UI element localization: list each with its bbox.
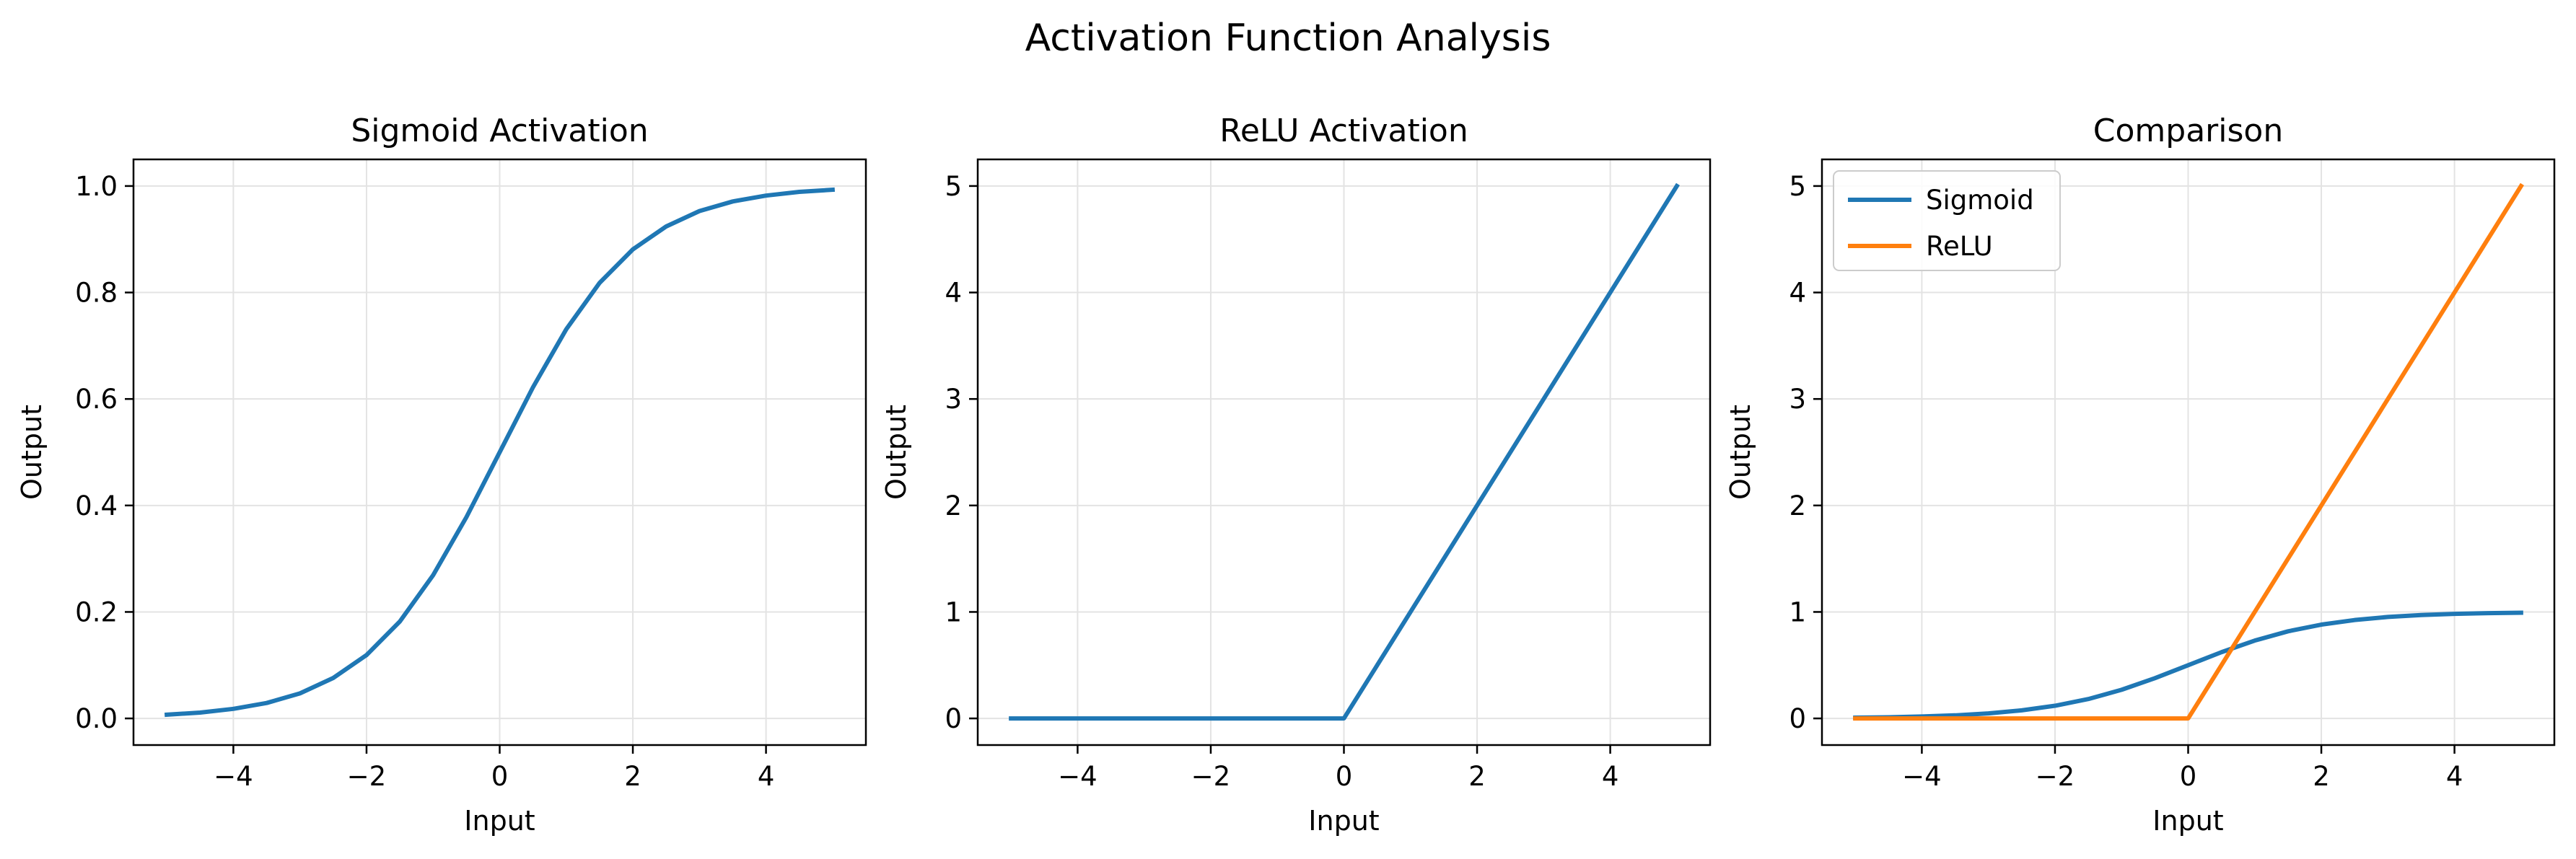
- series-line-relu: [1853, 182, 2524, 721]
- y-tick-label: 1: [1789, 596, 1806, 627]
- y-tick-label: 0: [1789, 703, 1806, 734]
- x-tick-label: 2: [2313, 761, 2330, 792]
- panel-title: Comparison: [2093, 113, 2283, 149]
- x-tick-label: −2: [1191, 761, 1231, 792]
- panel-title: Sigmoid Activation: [351, 113, 648, 149]
- x-tick-label: 0: [2180, 761, 2197, 792]
- y-tick-label: 1.0: [75, 171, 118, 202]
- legend: Sigmoid ReLU: [1833, 170, 2061, 271]
- x-tick-label: 0: [1336, 761, 1353, 792]
- y-tick-label: 4: [945, 278, 962, 309]
- y-tick-label: 0.4: [75, 490, 118, 521]
- x-tick-label: 2: [624, 761, 641, 792]
- y-tick-label: 0.0: [75, 703, 118, 734]
- y-tick-label: 0.8: [75, 278, 118, 309]
- y-tick-label: 5: [945, 171, 962, 202]
- x-tick-label: 4: [758, 761, 775, 792]
- x-tick-label: −2: [347, 761, 387, 792]
- chart-panel-2: −4 −2 0 2 4 0 1 2 3 4 5 ReLU Activation Input Output: [880, 113, 1712, 837]
- y-tick-label: 4: [1789, 278, 1806, 309]
- x-tick-label: −4: [1058, 761, 1098, 792]
- series-line-1: [1009, 182, 1680, 721]
- y-tick-label: 1: [945, 596, 962, 627]
- y-axis-label: Output: [16, 405, 48, 500]
- panel-title: ReLU Activation: [1219, 113, 1468, 149]
- series-line-sigmoid: [1853, 610, 2523, 721]
- legend-label-relu: ReLU: [1926, 231, 1993, 262]
- x-tick-label: 0: [491, 761, 509, 792]
- legend-label-sigmoid: Sigmoid: [1926, 185, 2034, 216]
- x-tick-label: 2: [1468, 761, 1486, 792]
- x-axis-label: Input: [1308, 805, 1379, 837]
- y-axis-label: Output: [880, 405, 912, 500]
- y-tick-label: 2: [1789, 490, 1806, 521]
- y-tick-label: 0.2: [75, 596, 118, 627]
- x-axis-label: Input: [2152, 805, 2223, 837]
- chart-panel-1: −4 −2 0 2 4 0.0 0.2 0.4 0.6 0.8 1.0 Sigmoid Activat…: [16, 113, 867, 837]
- y-tick-label: 3: [1789, 384, 1806, 415]
- x-tick-label: −2: [2036, 761, 2075, 792]
- x-axis-label: Input: [464, 805, 535, 837]
- figure-title: Activation Function Analysis: [1025, 17, 1551, 60]
- x-tick-label: 4: [1602, 761, 1619, 792]
- y-tick-label: 0: [945, 703, 962, 734]
- y-tick-label: 5: [1789, 171, 1806, 202]
- x-tick-label: −4: [1902, 761, 1942, 792]
- series-line-1: [164, 187, 836, 718]
- y-tick-label: 2: [945, 490, 962, 521]
- y-tick-label: 3: [945, 384, 962, 415]
- chart-panel-3: −4 −2 0 2 4 0 1 2 3 4 5 Comparison Input Output Sigmoi…: [1725, 113, 2556, 837]
- x-tick-label: −4: [214, 761, 253, 792]
- y-axis-label: Output: [1725, 405, 1756, 500]
- x-tick-label: 4: [2446, 761, 2463, 792]
- y-tick-label: 0.6: [75, 384, 118, 415]
